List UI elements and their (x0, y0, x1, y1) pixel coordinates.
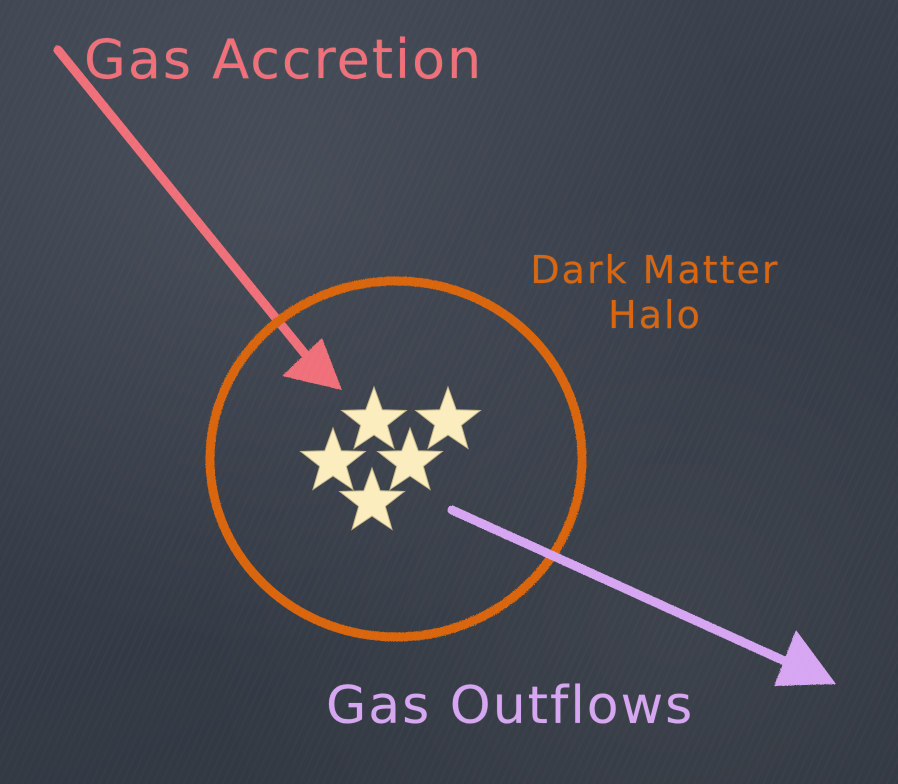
star-icon (340, 385, 408, 450)
stars-cluster (299, 385, 482, 531)
outflow-arrow (447, 505, 836, 686)
star-icon (414, 385, 482, 450)
halo-label-line-2: Halo (608, 292, 702, 337)
accretion-arrow (53, 45, 342, 390)
star-icon (299, 426, 367, 491)
dark-matter-halo-label: Dark Matter Halo (495, 248, 815, 338)
gas-accretion-label: Gas Accretion (84, 28, 484, 91)
gas-outflows-label: Gas Outflows (326, 676, 695, 736)
star-icon (376, 426, 444, 491)
outflow-arrowhead-icon (774, 630, 836, 686)
halo-label-line-1: Dark Matter (530, 248, 780, 292)
star-icon (338, 466, 406, 531)
dark-matter-halo-circle (205, 276, 587, 642)
accretion-arrowhead-icon (282, 338, 342, 390)
